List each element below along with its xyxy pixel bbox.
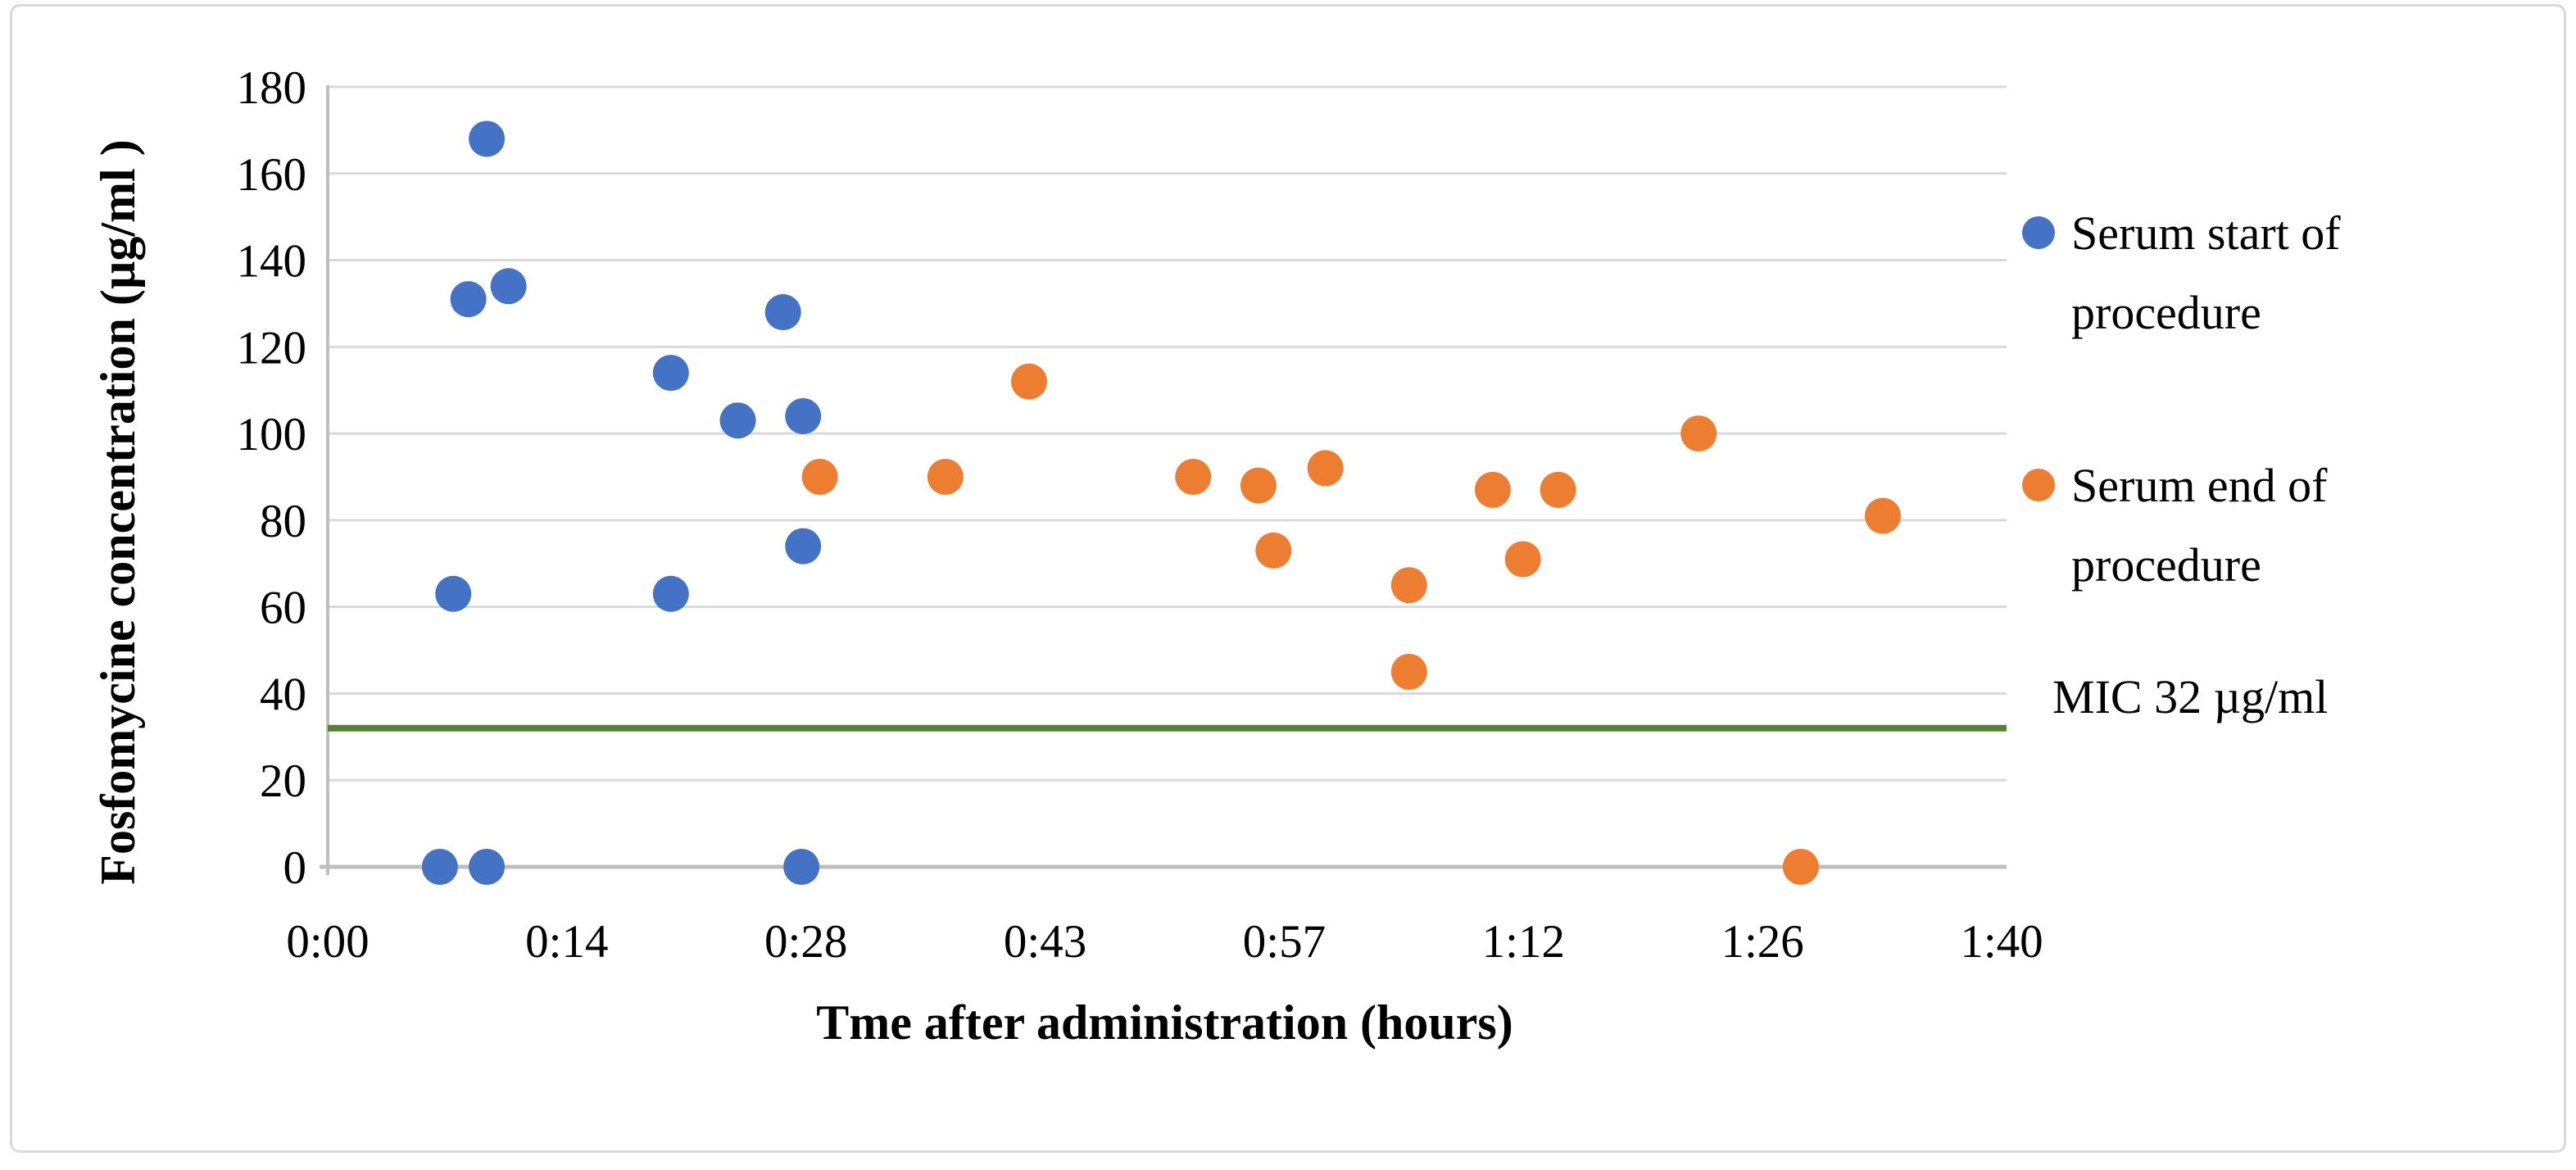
- data-point-serum-end: [1255, 532, 1292, 569]
- x-tick-label: 0:28: [764, 916, 847, 968]
- data-point-serum-end: [927, 459, 964, 495]
- data-point-serum-end: [1011, 363, 1048, 400]
- y-tick-label: 60: [260, 583, 306, 634]
- legend-label-line: Serum end of: [2071, 459, 2328, 512]
- data-point-serum-start: [783, 849, 820, 885]
- data-point-serum-end: [1680, 415, 1717, 452]
- data-point-serum-start: [421, 849, 458, 885]
- legend-label-serum-end: Serum end of procedure: [2071, 446, 2328, 605]
- x-tick-label: 1:40: [1960, 916, 2043, 968]
- data-point-serum-end: [1864, 497, 1901, 534]
- legend-label-line: Serum start of: [2071, 206, 2341, 260]
- data-point-serum-start: [652, 575, 689, 612]
- data-point-serum-start: [785, 528, 822, 565]
- data-point-serum-end: [1782, 849, 1819, 885]
- data-point-serum-end: [1504, 541, 1541, 578]
- data-point-serum-end: [1540, 471, 1576, 508]
- y-tick-label: 160: [237, 149, 307, 201]
- x-tick-label: 0:00: [286, 916, 369, 968]
- y-tick-label: 40: [260, 669, 306, 720]
- y-tick-label: 80: [260, 496, 306, 547]
- x-tick-label: 1:12: [1482, 916, 1565, 968]
- data-point-serum-start: [450, 281, 487, 318]
- data-point-serum-start: [435, 575, 472, 612]
- legend-label-line: procedure: [2071, 538, 2261, 592]
- data-point-serum-end: [1307, 450, 1344, 487]
- data-point-serum-start: [719, 402, 756, 439]
- x-tick-label: 1:26: [1721, 916, 1803, 968]
- data-point-serum-start: [785, 397, 822, 434]
- y-tick-label: 20: [260, 755, 306, 807]
- data-point-serum-start: [490, 268, 527, 305]
- data-point-serum-start: [652, 355, 689, 392]
- data-point-serum-end: [1390, 567, 1427, 604]
- data-point-serum-start: [469, 849, 506, 885]
- x-tick-label: 0:43: [1004, 916, 1086, 968]
- data-point-serum-end: [1390, 654, 1427, 690]
- y-tick-label: 140: [237, 236, 307, 288]
- legend-label-line: procedure: [2071, 286, 2261, 339]
- y-axis-title: Fosfomycine concentration (µg/ml ): [91, 139, 145, 885]
- x-tick-label: 0:14: [525, 916, 608, 968]
- data-point-serum-start: [469, 120, 506, 157]
- data-point-serum-start: [764, 294, 801, 331]
- y-tick-label: 100: [237, 409, 307, 460]
- legend-marker-serum-end-icon: [2022, 469, 2055, 501]
- y-tick-label: 120: [237, 322, 307, 374]
- legend-label-serum-start: Serum start of procedure: [2071, 193, 2341, 352]
- data-point-serum-end: [801, 459, 838, 495]
- data-point-serum-end: [1240, 467, 1277, 504]
- mic-line-label: MIC 32 µg/ml: [2052, 670, 2329, 723]
- x-tick-label: 0:57: [1243, 916, 1326, 968]
- data-point-serum-end: [1175, 459, 1212, 495]
- legend-marker-serum-start-icon: [2022, 216, 2055, 249]
- x-axis-title: Tme after administration (hours): [816, 995, 1513, 1050]
- y-tick-label: 0: [283, 842, 307, 894]
- y-tick-label: 180: [237, 62, 307, 114]
- data-point-serum-end: [1474, 471, 1511, 508]
